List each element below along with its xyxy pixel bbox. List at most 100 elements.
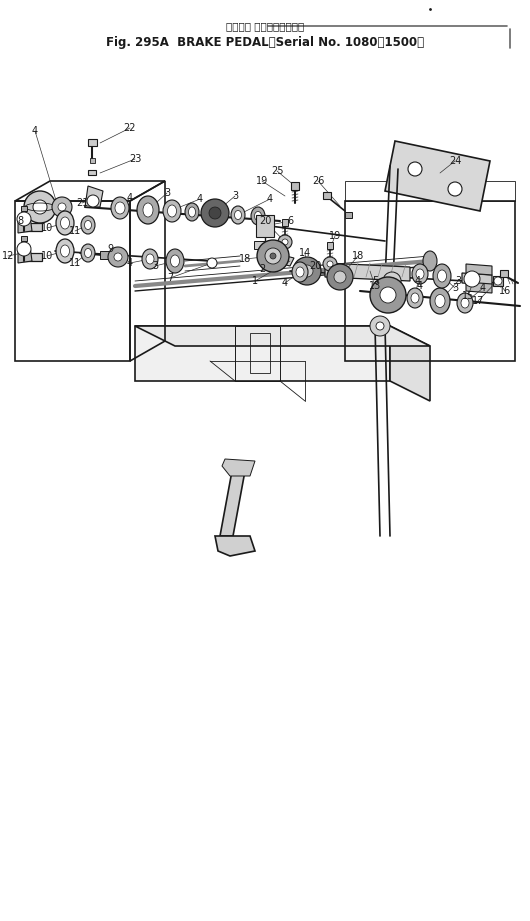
Ellipse shape — [185, 203, 199, 221]
Bar — [21, 206, 27, 212]
Circle shape — [327, 261, 333, 267]
Circle shape — [370, 316, 390, 336]
Polygon shape — [22, 253, 42, 261]
Circle shape — [376, 322, 384, 330]
Circle shape — [494, 277, 502, 285]
Bar — [323, 192, 331, 200]
Polygon shape — [135, 326, 390, 381]
Text: 18: 18 — [239, 254, 251, 264]
Text: 20: 20 — [309, 261, 321, 271]
Bar — [88, 170, 96, 176]
Polygon shape — [220, 471, 245, 536]
Bar — [256, 215, 274, 237]
Text: 15: 15 — [462, 291, 474, 301]
Circle shape — [278, 235, 292, 249]
Ellipse shape — [461, 298, 469, 308]
Polygon shape — [462, 273, 492, 285]
Circle shape — [370, 277, 406, 313]
Text: 4: 4 — [267, 194, 273, 204]
Bar — [291, 182, 299, 190]
Circle shape — [448, 182, 462, 196]
Ellipse shape — [437, 270, 446, 282]
Bar — [21, 237, 27, 241]
Text: 12: 12 — [2, 251, 14, 261]
Text: 11: 11 — [69, 258, 81, 268]
Ellipse shape — [433, 264, 451, 288]
Text: 25: 25 — [271, 166, 283, 176]
Text: 4: 4 — [127, 258, 133, 268]
Ellipse shape — [137, 196, 159, 224]
Text: 13: 13 — [369, 281, 381, 291]
Text: 1: 1 — [252, 276, 258, 286]
Ellipse shape — [111, 197, 129, 219]
Text: 11: 11 — [69, 226, 81, 236]
Polygon shape — [466, 282, 492, 293]
Text: 7: 7 — [167, 273, 173, 283]
Polygon shape — [22, 223, 42, 231]
Text: 4: 4 — [197, 194, 203, 204]
Bar — [282, 219, 288, 227]
Ellipse shape — [292, 262, 308, 282]
Polygon shape — [215, 536, 255, 556]
Ellipse shape — [254, 212, 261, 220]
Bar — [500, 271, 508, 277]
Bar — [254, 241, 276, 249]
Circle shape — [33, 200, 47, 214]
Polygon shape — [85, 186, 103, 207]
Circle shape — [108, 247, 128, 267]
Ellipse shape — [60, 217, 69, 229]
Text: 19: 19 — [329, 231, 341, 241]
Ellipse shape — [81, 244, 95, 262]
Text: 5: 5 — [372, 276, 378, 286]
Text: 3: 3 — [164, 188, 170, 198]
Ellipse shape — [115, 202, 125, 214]
Text: 17: 17 — [472, 296, 484, 306]
Polygon shape — [278, 255, 294, 266]
Text: 23: 23 — [129, 154, 141, 164]
Circle shape — [265, 248, 281, 264]
Text: 4: 4 — [282, 278, 288, 288]
Ellipse shape — [146, 254, 154, 264]
Bar — [344, 212, 351, 218]
Circle shape — [114, 253, 122, 261]
Ellipse shape — [251, 207, 265, 225]
Polygon shape — [390, 326, 430, 401]
Text: 19: 19 — [256, 176, 268, 186]
Ellipse shape — [231, 206, 245, 224]
Text: ブレーキ ペダル（適用号機: ブレーキ ペダル（適用号機 — [226, 21, 304, 31]
Polygon shape — [325, 263, 410, 281]
Circle shape — [17, 242, 31, 256]
Text: 4: 4 — [417, 281, 423, 291]
Circle shape — [327, 264, 353, 290]
Ellipse shape — [189, 207, 196, 217]
Ellipse shape — [435, 295, 445, 308]
Circle shape — [323, 257, 337, 271]
Text: 4: 4 — [480, 283, 486, 293]
Text: 10: 10 — [41, 251, 53, 261]
Text: Fig. 295A  BRAKE PEDAL（Serial No. 1080～1500）: Fig. 295A BRAKE PEDAL（Serial No. 1080～15… — [106, 37, 424, 50]
Ellipse shape — [56, 239, 74, 263]
Circle shape — [380, 287, 396, 303]
Ellipse shape — [407, 288, 423, 308]
Text: 18: 18 — [352, 251, 364, 261]
Bar — [100, 251, 110, 259]
Text: 3: 3 — [452, 283, 458, 293]
Bar — [493, 276, 503, 286]
Circle shape — [334, 271, 346, 283]
Text: 24: 24 — [449, 156, 461, 166]
Polygon shape — [222, 459, 255, 476]
Text: 14: 14 — [299, 248, 311, 258]
Text: 3: 3 — [232, 191, 238, 201]
Ellipse shape — [84, 220, 92, 229]
Ellipse shape — [416, 269, 424, 279]
Text: 6: 6 — [287, 216, 293, 226]
Ellipse shape — [430, 288, 450, 314]
Circle shape — [209, 207, 221, 219]
Polygon shape — [385, 141, 490, 211]
Ellipse shape — [143, 203, 153, 217]
Text: 21: 21 — [76, 198, 88, 208]
Polygon shape — [18, 216, 32, 233]
Circle shape — [293, 257, 321, 285]
Text: 10: 10 — [41, 223, 53, 233]
Ellipse shape — [171, 255, 180, 267]
